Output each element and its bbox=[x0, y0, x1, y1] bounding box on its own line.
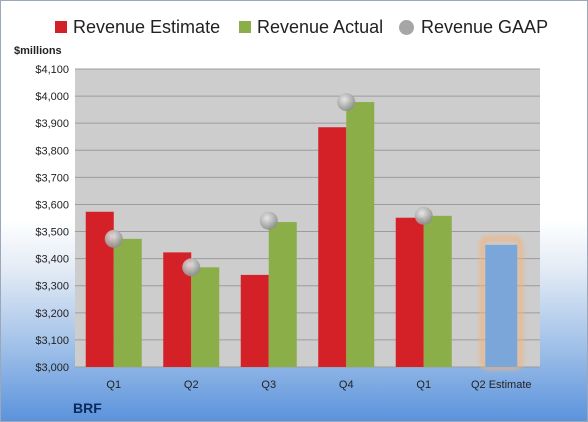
y-tick-label: $3,300 bbox=[35, 281, 69, 293]
gridlines bbox=[75, 68, 540, 368]
bar-actual bbox=[346, 102, 375, 368]
y-axis-ticks: $3,000 $3,100 $3,200 $3,300 $3,400 $3,500 $3,6… bbox=[35, 64, 69, 374]
x-axis-ticks: Q1 Q2 Q3 Q4 Q1 Q2 Estimate bbox=[106, 379, 531, 391]
gaap-marker bbox=[259, 211, 278, 230]
legend-label-gaap: Revenue GAAP bbox=[421, 16, 549, 37]
y-axis-unit-label: $millions bbox=[14, 45, 62, 57]
legend: Revenue Estimate Revenue Actual Revenue … bbox=[1, 1, 587, 41]
legend-label-actual: Revenue Actual bbox=[257, 16, 384, 37]
legend-swatch-estimate bbox=[55, 21, 67, 33]
y-tick-label: $3,800 bbox=[35, 145, 69, 157]
bar-actual bbox=[423, 215, 452, 367]
legend-item-gaap: Revenue GAAP bbox=[399, 17, 548, 37]
y-tick-label: $3,100 bbox=[35, 335, 69, 347]
y-tick-label: $4,100 bbox=[35, 64, 69, 76]
company-label: BRF bbox=[73, 400, 102, 416]
legend-item-actual: Revenue Actual bbox=[239, 17, 383, 37]
bar-actual bbox=[113, 238, 142, 367]
legend-item-estimate: Revenue Estimate bbox=[55, 17, 220, 37]
x-tick-label: Q3 bbox=[261, 379, 276, 391]
y-tick-label: $3,900 bbox=[35, 118, 69, 130]
y-tick-label: $3,000 bbox=[35, 362, 69, 374]
gaap-markers bbox=[104, 93, 433, 277]
y-tick-label: $4,000 bbox=[35, 91, 69, 103]
y-tick-label: $3,500 bbox=[35, 227, 69, 239]
x-tick-label: Q2 Estimate bbox=[471, 379, 532, 391]
x-tick-label: Q4 bbox=[339, 379, 354, 391]
bar-projected bbox=[485, 244, 518, 367]
bar-actual bbox=[191, 267, 220, 367]
gaap-marker bbox=[414, 206, 433, 225]
bar-estimate bbox=[240, 274, 269, 367]
plot-area bbox=[75, 69, 540, 367]
x-tick-label: Q1 bbox=[106, 379, 121, 391]
y-tick-label: $3,600 bbox=[35, 199, 69, 211]
gaap-marker bbox=[182, 258, 201, 277]
y-tick-label: $3,700 bbox=[35, 172, 69, 184]
legend-swatch-actual bbox=[239, 21, 251, 33]
legend-dot-gaap bbox=[399, 19, 414, 35]
x-tick-label: Q2 bbox=[184, 379, 199, 391]
bars bbox=[85, 102, 523, 370]
y-tick-label: $3,400 bbox=[35, 254, 69, 266]
x-tick-label: Q1 bbox=[416, 379, 431, 391]
bar-estimate bbox=[395, 217, 424, 367]
bar-actual bbox=[268, 222, 297, 367]
y-tick-label: $3,200 bbox=[35, 308, 69, 320]
bar-estimate bbox=[318, 127, 347, 367]
legend-label-estimate: Revenue Estimate bbox=[73, 16, 221, 37]
gaap-marker bbox=[337, 93, 356, 112]
gaap-marker bbox=[104, 229, 123, 248]
